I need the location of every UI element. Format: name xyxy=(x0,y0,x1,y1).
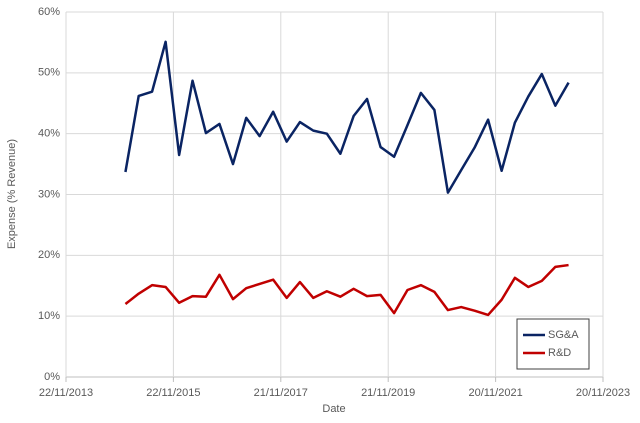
legend-box xyxy=(516,318,590,370)
legend-label: R&D xyxy=(548,347,571,359)
y-tick-label: 30% xyxy=(38,188,60,200)
y-tick-label: 10% xyxy=(38,310,60,322)
y-tick-label: 20% xyxy=(38,249,60,261)
x-tick-label: 20/11/2021 xyxy=(468,387,522,399)
x-tick-label: 20/11/2023 xyxy=(576,387,630,399)
series-line xyxy=(124,40,570,194)
series-line xyxy=(124,263,569,317)
x-tick-label: 21/11/2017 xyxy=(254,387,308,399)
y-axis-label: Expense (% Revenue) xyxy=(6,139,18,249)
x-tick-label: 22/11/2013 xyxy=(39,387,93,399)
y-tick-label: 50% xyxy=(38,67,60,79)
y-tick-label: 60% xyxy=(38,6,60,18)
y-tick-label: 0% xyxy=(44,371,60,383)
y-tick-label: 40% xyxy=(38,128,60,140)
x-axis-label: Date xyxy=(322,403,345,415)
x-tick-label: 22/11/2015 xyxy=(146,387,200,399)
x-tick-label: 21/11/2019 xyxy=(361,387,415,399)
legend-label: SG&A xyxy=(548,329,579,341)
